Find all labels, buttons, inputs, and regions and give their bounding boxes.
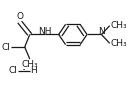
Text: CH₃: CH₃: [111, 21, 127, 30]
Text: Cl: Cl: [1, 42, 10, 52]
Text: H: H: [30, 66, 37, 75]
Text: N: N: [98, 27, 105, 36]
Text: CH₃: CH₃: [111, 39, 127, 48]
Text: NH: NH: [38, 27, 52, 36]
Text: ·: ·: [22, 64, 26, 77]
Text: O: O: [16, 12, 23, 21]
Text: Cl: Cl: [9, 66, 18, 75]
Text: CH₃: CH₃: [21, 60, 38, 69]
